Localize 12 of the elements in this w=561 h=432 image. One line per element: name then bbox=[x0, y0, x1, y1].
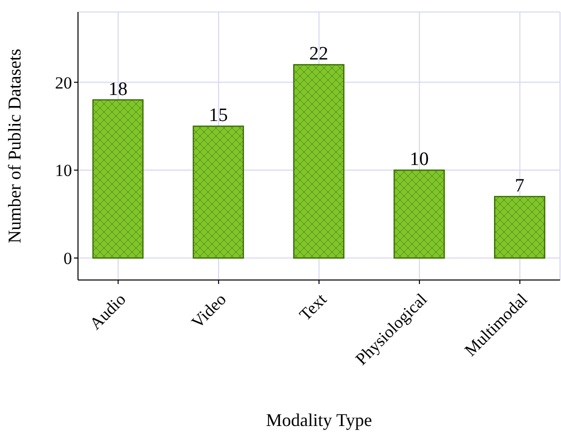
x-axis-title: Modality Type bbox=[266, 410, 372, 430]
y-tick-label: 10 bbox=[55, 161, 72, 180]
data-label: 7 bbox=[514, 176, 524, 197]
data-label: 15 bbox=[208, 105, 228, 126]
x-tick-label: Video bbox=[188, 290, 230, 332]
data-label: 10 bbox=[410, 149, 429, 170]
x-tick-label: Text bbox=[296, 290, 330, 324]
data-label: 22 bbox=[309, 44, 328, 65]
y-tick-label: 20 bbox=[55, 73, 72, 92]
y-axis-title: Number of Public Datasets bbox=[4, 48, 24, 244]
data-label: 18 bbox=[108, 78, 128, 100]
y-tick-label: 0 bbox=[64, 249, 72, 268]
